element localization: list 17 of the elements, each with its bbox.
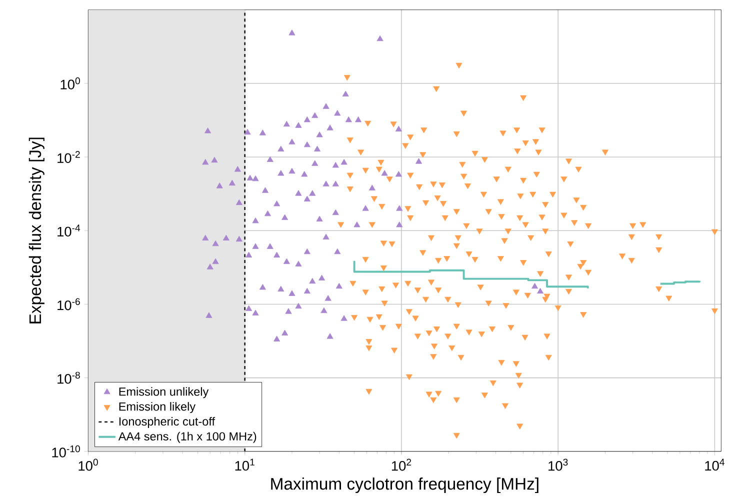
x-tick-label: 10$^{1}$ bbox=[235, 459, 254, 471]
y-tick-label: 10$^{-10}$ bbox=[52, 446, 80, 458]
x-tick-label: 10$^{3}$ bbox=[548, 459, 568, 472]
legend-label: Emission likely bbox=[119, 402, 196, 414]
legend-label: AA4 sens. (1h x 100 MHz) bbox=[118, 432, 256, 444]
y-axis-title: Expected flux density [Jy] bbox=[28, 138, 44, 324]
y-tick-label: 10$^{-6}$ bbox=[58, 298, 80, 310]
x-tick-label: 10$^{2}$ bbox=[392, 459, 412, 472]
y-tick-label: 10$^{-4}$ bbox=[58, 224, 80, 237]
legend-label: Emission unlikely bbox=[119, 387, 209, 398]
ref-line-label: Ionospheric cut-off bbox=[119, 417, 216, 428]
y-tick-label: 10$^{0}$ bbox=[60, 78, 80, 90]
y-tick-label: 10$^{-2}$ bbox=[58, 151, 80, 164]
y-tick-label: 10$^{-8}$ bbox=[58, 372, 80, 384]
x-tick-label: 10$^{4}$ bbox=[705, 459, 724, 471]
x-axis-title: Maximum cyclotron frequency [MHz] bbox=[271, 478, 538, 494]
x-tick-label: 10$^{0}$ bbox=[78, 459, 98, 472]
